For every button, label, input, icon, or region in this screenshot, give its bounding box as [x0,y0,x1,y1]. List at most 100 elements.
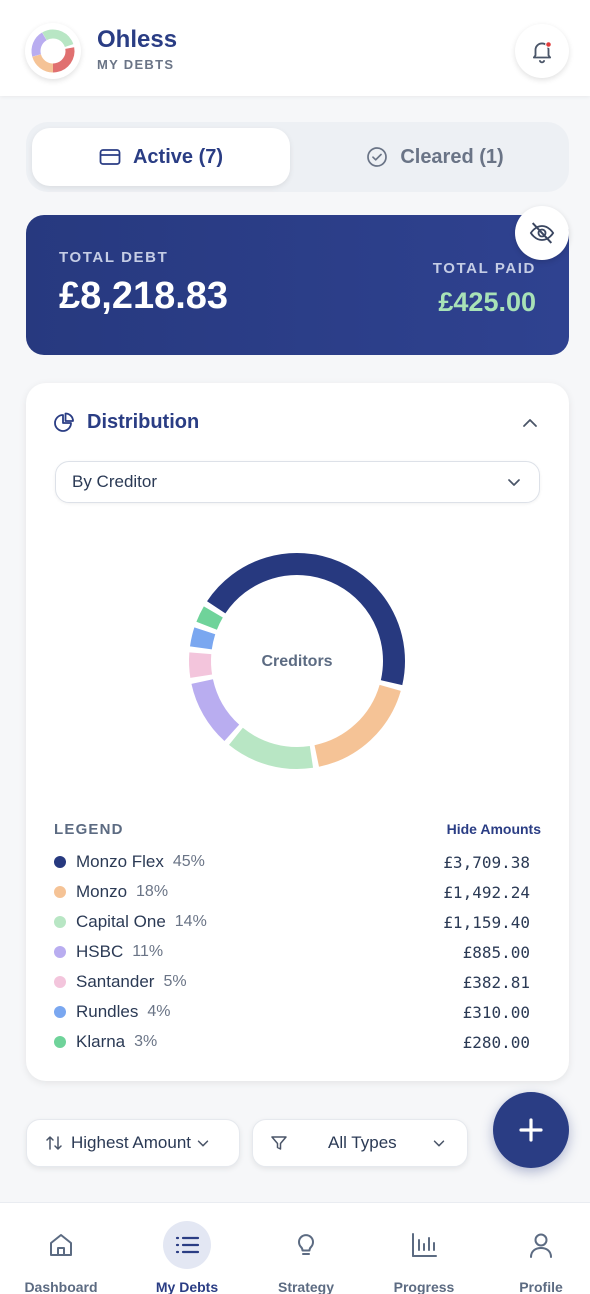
legend-item: Capital One 14% £1,159.40 [54,910,530,934]
legend-amount: £3,709.38 [443,852,530,872]
add-debt-button[interactable] [493,1092,569,1168]
legend-dot [54,976,66,988]
legend-dot [54,916,66,928]
debt-status-tabs: Active (7) Cleared (1) [26,122,569,192]
legend-name: Monzo Flex [76,852,164,871]
total-paid-value: £425.00 [438,287,536,317]
list-icon [163,1221,211,1269]
legend-name: Klarna [76,1032,126,1051]
debt-summary-card: TOTAL DEBT £8,218.83 TOTAL PAID £425.00 [26,215,569,355]
page-subtitle: MY DEBTS [97,57,175,72]
legend-dot [54,856,66,868]
chevron-down-icon [433,1140,445,1147]
nav-label: Strategy [277,1279,335,1294]
legend-percent: 4% [147,1003,171,1020]
donut-segment-hsbc [191,678,240,741]
total-debt-value: £8,218.83 [59,275,229,317]
logo-ring-icon [31,29,75,73]
legend-item: Rundles 4% £310.00 [54,1000,530,1024]
donut-segment-rundles [189,627,216,650]
tab-active-label: Active (7) [132,145,224,168]
legend-percent: 5% [163,973,187,990]
tab-active[interactable]: Active (7) [32,128,290,186]
legend-percent: 45% [172,853,205,870]
chevron-up-icon[interactable] [520,415,540,431]
legend-item: Klarna 3% £280.00 [54,1030,530,1054]
legend-item: HSBC 11% £885.00 [54,940,530,964]
card-icon [99,149,121,165]
legend-amount: £382.81 [462,972,530,992]
plus-icon [519,1118,543,1142]
creditor-donut-chart: Creditors [189,553,405,769]
notifications-button[interactable] [515,24,569,78]
hide-amounts-button[interactable]: Hide Amounts [446,821,541,837]
legend-dot [54,1036,66,1048]
donut-segment-klarna [196,606,223,630]
donut-segment-capital-one [229,727,314,769]
nav-label: My Debts [155,1279,219,1294]
legend-name: HSBC [76,942,124,961]
bell-icon [532,41,552,64]
type-filter-select[interactable]: All Types [252,1119,468,1167]
legend-name: Santander [76,972,155,991]
legend-item: Monzo Flex 45% £3,709.38 [54,850,530,874]
nav-label: Profile [519,1279,563,1294]
group-by-select[interactable]: By Creditor [55,461,540,503]
total-paid-label: TOTAL PAID [432,260,536,277]
nav-item-dashboard[interactable]: Dashboard [2,1203,120,1294]
legend-heading: LEGEND [54,821,124,838]
sort-icon [46,1136,62,1150]
legend-amount: £310.00 [462,1002,530,1022]
legend-item: Monzo 18% £1,492.24 [54,880,530,904]
app-header: Ohless MY DEBTS [0,0,590,96]
legend-percent: 14% [174,913,207,930]
nav-item-my-debts[interactable]: My Debts [128,1203,246,1294]
sort-value: Highest Amount [71,1133,192,1152]
user-icon [517,1221,565,1269]
chevron-down-icon [508,479,520,486]
legend-item: Santander 5% £382.81 [54,970,530,994]
nav-item-progress[interactable]: Progress [365,1203,483,1294]
legend-dot [54,1006,66,1018]
distribution-card: Distribution By Creditor Creditors LEGEN… [26,383,569,1081]
legend-amount: £1,492.24 [443,882,530,902]
legend-percent: 11% [132,943,164,960]
group-by-value: By Creditor [72,472,158,491]
legend-dot [54,946,66,958]
home-icon [37,1221,85,1269]
nav-label: Progress [393,1279,455,1294]
nav-item-profile[interactable]: Profile [482,1203,590,1294]
legend-name: Capital One [76,912,166,931]
tab-cleared[interactable]: Cleared (1) [306,128,564,186]
legend-amount: £885.00 [462,942,530,962]
toggle-visibility-button[interactable] [515,206,569,260]
lightbulb-icon [282,1221,330,1269]
nav-label: Dashboard [24,1279,98,1294]
donut-segment-monzo-flex [207,553,405,686]
legend-percent: 3% [134,1033,158,1050]
eye-off-icon [529,222,555,244]
app-title: Ohless [97,26,178,53]
pie-chart-icon [54,412,74,432]
legend-name: Monzo [76,882,128,901]
filter-icon [271,1136,287,1150]
legend-amount: £280.00 [462,1032,530,1052]
donut-center-label: Creditors [261,653,332,670]
legend-dot [54,886,66,898]
check-circle-icon [367,147,388,167]
donut-segment-monzo [314,684,401,767]
tab-cleared-label: Cleared (1) [400,145,504,168]
legend-amount: £1,159.40 [443,912,530,932]
legend-name: Rundles [76,1002,139,1021]
donut-segment-santander [189,652,213,678]
legend-percent: 18% [136,883,169,900]
distribution-title: Distribution [87,411,200,433]
bar-chart-icon [400,1221,448,1269]
bottom-nav: Dashboard My Debts Strategy Progress Pro… [0,1202,590,1294]
app-logo [25,23,81,79]
type-filter-value: All Types [328,1133,397,1152]
nav-item-strategy[interactable]: Strategy [247,1203,365,1294]
total-debt-label: TOTAL DEBT [59,249,169,266]
chevron-down-icon [197,1140,209,1147]
sort-select[interactable]: Highest Amount [26,1119,240,1167]
